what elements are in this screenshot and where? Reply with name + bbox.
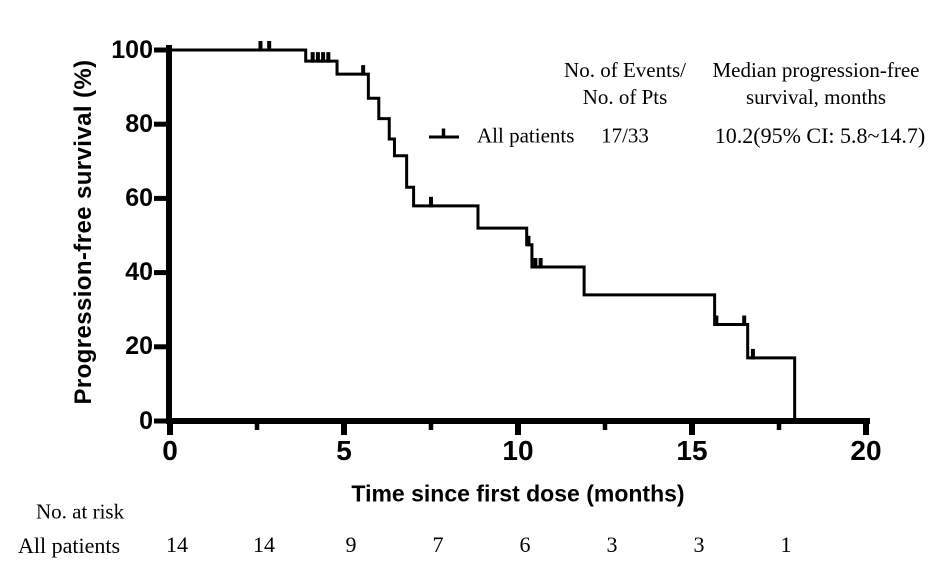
y-tick-label: 40 xyxy=(125,258,153,287)
legend-header-events-line1: No. of Events/ xyxy=(564,58,686,82)
y-tick-label: 0 xyxy=(139,406,153,435)
risk-count-value: 7 xyxy=(432,532,444,557)
legend-series-median: 10.2(95% CI: 5.8~14.7) xyxy=(714,123,926,148)
x-tick-label: 15 xyxy=(676,435,708,466)
legend-header-median-line1: Median progression-free xyxy=(712,58,920,82)
y-tick-label: 80 xyxy=(125,109,153,138)
y-tick-label: 60 xyxy=(125,183,153,212)
km-curve-all-patients xyxy=(170,48,797,421)
x-tick-label: 20 xyxy=(850,435,882,466)
risk-count-value: 14 xyxy=(253,532,275,557)
risk-count-value: 3 xyxy=(693,532,705,557)
x-tick-label: 5 xyxy=(336,435,352,466)
legend-header-median-line2: survival, months xyxy=(745,85,886,109)
x-tick-label: 0 xyxy=(162,435,178,466)
legend-header-events: No. of Events/ No. of Pts xyxy=(564,57,686,111)
risk-count-value: 9 xyxy=(345,532,357,557)
y-tick-label: 20 xyxy=(125,332,153,361)
risk-count-value: 3 xyxy=(606,532,618,557)
risk-count-value: 1 xyxy=(780,532,792,557)
risk-count-value: 6 xyxy=(519,532,531,557)
legend-series-events: 17/33 xyxy=(601,123,649,148)
legend-header-events-line2: No. of Pts xyxy=(582,85,668,109)
x-axis-title: Time since first dose (months) xyxy=(351,480,685,507)
x-tick-label: 10 xyxy=(502,435,534,466)
legend-header-median: Median progression-free survival, months xyxy=(712,57,919,111)
risk-table-row-label: All patients xyxy=(18,533,121,558)
risk-table-title: No. at risk xyxy=(36,499,125,524)
risk-count-value: 14 xyxy=(166,532,188,557)
y-tick-label: 100 xyxy=(111,35,153,64)
legend-series-label: All patients xyxy=(477,123,575,148)
